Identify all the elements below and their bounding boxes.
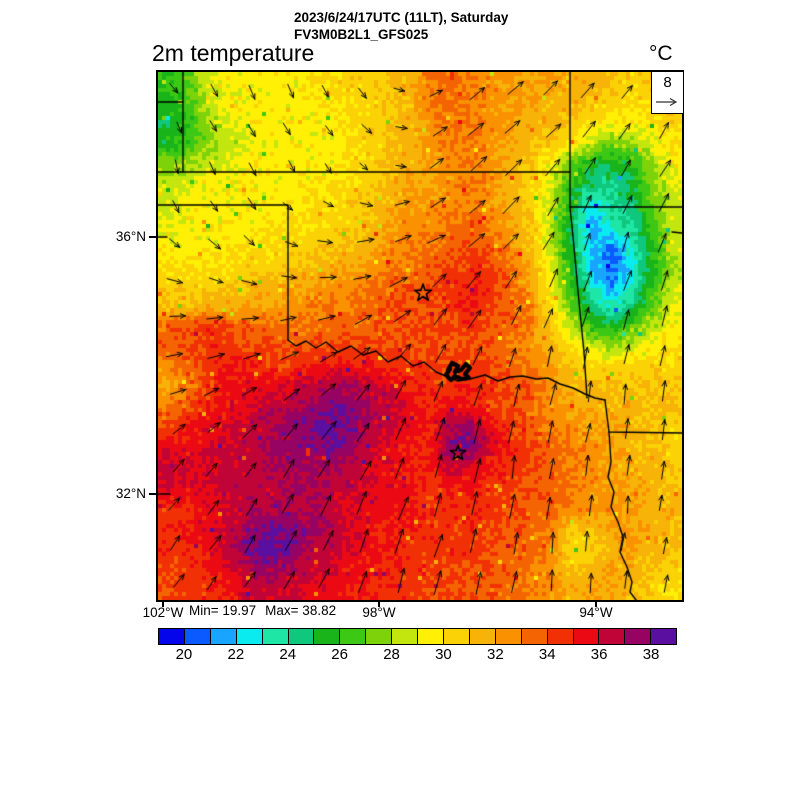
max-value-label: Max= 38.82 [265,603,337,618]
min-value-label: Min= 19.97 [189,603,257,618]
field-stats: Min= 19.97 Max= 38.82 [189,603,345,618]
temperature-map-canvas [156,70,684,602]
lat-tick-32n [149,493,156,495]
lat-label-32n: 32°N [115,486,146,501]
colorbar-cell [392,629,419,644]
colorbar-cell [469,629,496,644]
colorbar-cell [599,629,626,644]
colorbar-tick-label: 38 [642,646,660,663]
colorbar-tick-label: 32 [487,646,504,663]
lat-label-36n: 36°N [115,229,146,244]
lon-label-94w: 94°W [579,605,613,620]
colorbar-cell [288,629,315,644]
colorbar-cell [262,629,289,644]
colorbar-cell [495,629,522,644]
colorbar-tick-label: 36 [590,646,608,663]
colorbar-cell [314,629,341,644]
colorbar-tick-label: 22 [227,646,245,663]
colorbar-cell [521,629,548,644]
colorbar-cell [210,629,237,644]
colorbar-cell [340,629,367,644]
colorbar-tick-label: 26 [331,646,348,663]
wind-reference-arrow-icon [656,97,678,107]
units-label: °C [649,42,673,65]
colorbar-cell [625,629,652,644]
lon-tick-94w [595,602,597,607]
colorbar-tick-label: 34 [538,646,556,663]
colorbar-cell [236,629,263,644]
colorbar-tick-label: 20 [175,646,193,663]
valid-time-title: 2023/6/24/17UTC (11LT), Saturday [294,10,509,25]
temperature-colorbar [158,628,677,645]
colorbar-tick-label: 30 [435,646,452,663]
wind-reference-box: 8 [651,72,683,114]
colorbar-cell [184,629,211,644]
colorbar-cell [547,629,574,644]
colorbar-cell [573,629,600,644]
colorbar-cell [366,629,393,644]
lon-label-98w: 98°W [362,605,396,620]
model-title: FV3M0B2L1_GFS025 [294,27,429,42]
lon-label-102w: 102°W [142,605,184,620]
colorbar-cell [651,629,677,644]
lat-tick-36n [149,236,156,238]
colorbar-cell [443,629,470,644]
lon-tick-102w [162,602,164,607]
colorbar-cell [418,629,444,644]
field-title: 2m temperature [152,40,315,66]
colorbar-tick-label: 24 [279,646,297,663]
colorbar-tick-label: 28 [383,646,400,663]
colorbar-cell [159,629,185,644]
lon-tick-98w [378,602,380,607]
wind-reference-value: 8 [663,74,672,91]
